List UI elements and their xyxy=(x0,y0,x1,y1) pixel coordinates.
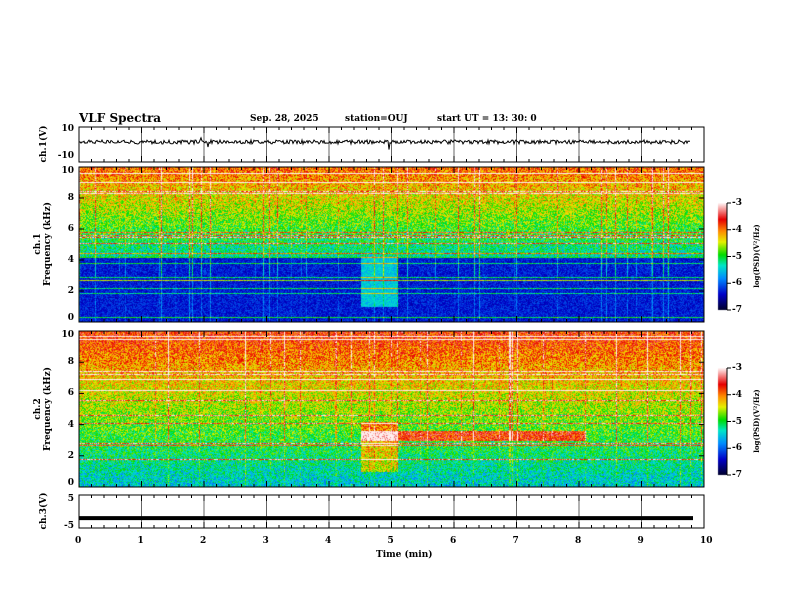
y-tick-label: 6 xyxy=(67,224,74,234)
y-tick-label: 5 xyxy=(67,494,74,504)
x-tick-label: 10 xyxy=(700,536,713,546)
s2-frame xyxy=(78,330,705,488)
y-tick-label: 8 xyxy=(67,357,74,368)
colorbar2-label: log(PSD)(V²/Hz) xyxy=(752,389,761,453)
x-tick-label: 9 xyxy=(637,536,644,546)
y-tick-label: 10 xyxy=(61,166,74,176)
colorbar-tick-label: -7 xyxy=(732,470,742,480)
station-label: station=OUJ xyxy=(345,114,408,124)
y-tick-label: 10 xyxy=(61,124,74,134)
y-tick-label: 2 xyxy=(67,450,74,461)
y-tick-label: -5 xyxy=(64,521,74,531)
colorbar-tick-label: -4 xyxy=(732,224,742,235)
ch1-ylabel: ch.1(V) xyxy=(39,125,49,163)
ch2-spec-ylabel: ch.2 Frequency (kHz) xyxy=(33,367,53,452)
y-tick-label: -10 xyxy=(57,151,74,161)
y-tick-label: 10 xyxy=(61,330,74,340)
x-tick-label: 0 xyxy=(75,536,82,546)
x-tick-label: 2 xyxy=(200,536,207,546)
ch1-waveform xyxy=(78,136,690,150)
ch1-spec-ylabel: ch.1 Frequency (kHz) xyxy=(33,202,53,287)
y-tick-label: 4 xyxy=(67,419,74,430)
ch3-ylabel: ch.3(V) xyxy=(39,492,49,530)
colorbar-tick-label: -7 xyxy=(732,305,742,315)
y-tick-label: 4 xyxy=(67,255,74,265)
colorbar-tick-label: -5 xyxy=(732,251,742,262)
y-tick-label: 6 xyxy=(67,388,74,399)
x-tick-label: 5 xyxy=(387,536,394,546)
y-tick-label: 0 xyxy=(67,478,74,488)
x-tick-label: 6 xyxy=(450,536,457,546)
colorbar-tick-label: -6 xyxy=(732,278,742,289)
x-tick-label: 4 xyxy=(325,536,332,546)
y-tick-label: 2 xyxy=(67,286,74,296)
y-tick-label: 0 xyxy=(67,313,74,323)
y-tick-label: 8 xyxy=(67,193,74,203)
x-axis-label: Time (min) xyxy=(376,550,433,560)
start-time-label: start UT = 13: 30: 0 xyxy=(437,114,537,124)
colorbar-tick-label: -6 xyxy=(732,443,742,454)
colorbar1-label: log(PSD)(V²/Hz) xyxy=(752,224,761,288)
colorbar-tick-label: -3 xyxy=(732,198,742,208)
x-tick-label: 1 xyxy=(137,536,144,546)
figure-title: VLF Spectra xyxy=(79,111,162,125)
x-tick-label: 7 xyxy=(512,536,519,546)
x-tick-label: 3 xyxy=(262,536,269,546)
colorbar-tick-label: -4 xyxy=(732,389,742,400)
colorbar-tick-label: -3 xyxy=(732,363,742,373)
colorbar-tick-label: -5 xyxy=(732,416,742,427)
x-tick-label: 8 xyxy=(575,536,582,546)
s1-frame xyxy=(78,166,705,323)
date-label: Sep. 28, 2025 xyxy=(250,114,319,124)
